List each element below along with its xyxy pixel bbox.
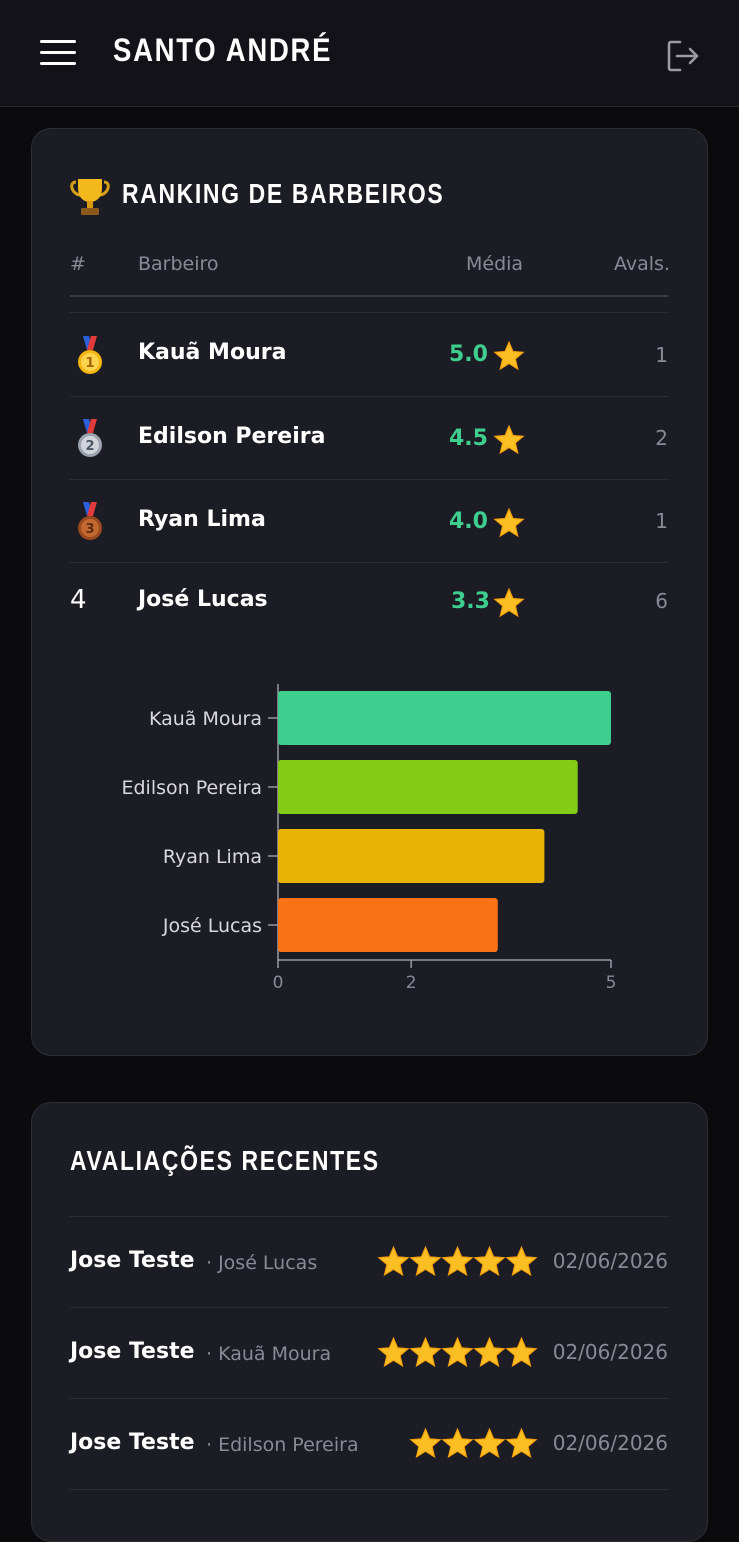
row-divider xyxy=(70,396,668,397)
ranking-row-name: Edilson Pereira xyxy=(138,424,326,449)
svg-text:1: 1 xyxy=(85,356,94,371)
review-barber-name: · Edilson Pereira xyxy=(206,1434,359,1456)
star-icon xyxy=(493,424,525,455)
silver-medal-icon: 2 xyxy=(78,419,102,457)
svg-text:3: 3 xyxy=(85,522,94,537)
ranking-row-avg: 4.5 xyxy=(449,426,488,451)
ranking-row-avg: 3.3 xyxy=(451,589,490,614)
ranking-row-name: Ryan Lima xyxy=(138,507,266,532)
star-icon xyxy=(376,1245,410,1277)
row-divider xyxy=(70,1489,668,1490)
star-icon xyxy=(376,1336,410,1368)
review-barber-name: · José Lucas xyxy=(206,1252,318,1274)
logout-icon[interactable] xyxy=(664,38,702,74)
review-date: 02/06/2026 xyxy=(552,1431,668,1455)
chart-bar xyxy=(278,760,578,814)
ranking-row-count: 6 xyxy=(655,589,668,613)
review-client-name: Jose Teste xyxy=(70,1248,195,1273)
col-rank-header: # xyxy=(70,253,86,275)
ranking-row-avg: 4.0 xyxy=(449,509,488,534)
recent-reviews-card xyxy=(31,1102,708,1542)
review-rating-stars xyxy=(376,1245,538,1278)
hamburger-icon[interactable] xyxy=(40,40,76,70)
ranking-row-rank: 4 xyxy=(70,585,87,615)
y-tick-label: Ryan Lima xyxy=(163,846,262,868)
review-client-name: Jose Teste xyxy=(70,1430,195,1455)
col-barber-header: Barbeiro xyxy=(138,253,219,275)
row-divider xyxy=(70,1398,668,1399)
row-divider xyxy=(70,1307,668,1308)
review-date: 02/06/2026 xyxy=(552,1340,668,1364)
star-icon xyxy=(441,1427,474,1459)
star-icon xyxy=(493,507,525,538)
x-tick-label: 5 xyxy=(606,973,617,993)
y-tick-label: José Lucas xyxy=(162,915,262,937)
star-icon xyxy=(493,340,525,371)
star-icon xyxy=(408,1336,442,1368)
row-divider xyxy=(70,312,668,313)
y-tick-label: Kauã Moura xyxy=(149,708,262,730)
star-icon xyxy=(440,1245,474,1277)
x-tick-label: 2 xyxy=(406,973,417,993)
ranking-row-name: José Lucas xyxy=(138,587,268,612)
ranking-bar-chart: Kauã Moura Edilson Pereira Ryan Lima José L… xyxy=(121,684,617,993)
row-divider xyxy=(70,479,668,480)
ranking-row-name: Kauã Moura xyxy=(138,340,287,365)
ranking-row-avg: 5.0 xyxy=(449,342,488,367)
review-rating-stars xyxy=(376,1336,538,1369)
ranking-row-count: 1 xyxy=(655,509,668,533)
star-icon xyxy=(440,1336,474,1368)
ranking-row-count: 2 xyxy=(655,426,668,450)
col-avg-header: Média xyxy=(466,253,524,275)
star-icon xyxy=(472,1245,506,1277)
svg-text:2: 2 xyxy=(85,439,94,454)
x-tick-label: 0 xyxy=(273,973,284,993)
ranking-title: RANKING DE BARBEIROS xyxy=(122,178,445,209)
recent-reviews-title: AVALIAÇÕES RECENTES xyxy=(70,1145,380,1176)
row-divider xyxy=(70,562,668,563)
chart-bar xyxy=(278,898,498,952)
page-title: SANTO ANDRÉ xyxy=(113,32,333,68)
chart-bar xyxy=(278,829,545,883)
gold-medal-icon: 1 xyxy=(78,336,102,374)
star-icon xyxy=(504,1336,538,1368)
review-client-name: Jose Teste xyxy=(70,1339,195,1364)
review-rating-stars xyxy=(409,1427,538,1460)
star-icon xyxy=(473,1427,506,1459)
ranking-row-count: 1 xyxy=(655,343,668,367)
review-barber-name: · Kauã Moura xyxy=(206,1343,332,1365)
y-tick-label: Edilson Pereira xyxy=(121,777,262,799)
star-icon xyxy=(408,1245,442,1277)
bronze-medal-icon: 3 xyxy=(78,502,102,540)
trophy-icon xyxy=(70,179,110,215)
row-divider xyxy=(70,1216,668,1217)
col-count-header: Avals. xyxy=(614,253,670,275)
star-icon xyxy=(505,1427,538,1459)
top-bar: SANTO ANDRÉ xyxy=(0,0,739,107)
chart-bar xyxy=(278,691,611,745)
star-icon xyxy=(472,1336,506,1368)
star-icon xyxy=(493,587,525,618)
star-icon xyxy=(409,1427,442,1459)
star-icon xyxy=(504,1245,538,1277)
review-date: 02/06/2026 xyxy=(552,1249,668,1273)
table-header-divider xyxy=(70,295,668,297)
